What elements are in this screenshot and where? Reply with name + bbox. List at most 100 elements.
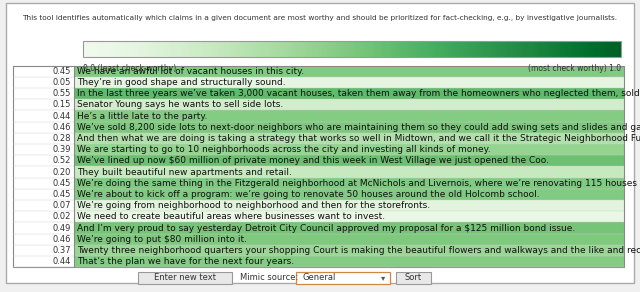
Bar [241,41,243,57]
Bar [129,41,132,57]
Bar [377,41,380,57]
Text: They built beautiful new apartments and retail.: They built beautiful new apartments and … [77,168,292,177]
Bar [13,77,74,88]
Text: 0.39: 0.39 [52,145,71,154]
Bar [432,41,435,57]
Text: We’re about to kick off a program: we’re going to renovate 50 houses around the : We’re about to kick off a program: we’re… [77,190,540,199]
Bar [440,41,443,57]
Bar [482,41,485,57]
Bar [83,41,86,57]
Bar [394,41,397,57]
Bar [234,41,237,57]
Text: 0.45: 0.45 [52,179,71,188]
Bar [524,41,527,57]
Bar [392,41,395,57]
Bar [526,41,529,57]
Bar [13,155,74,166]
Bar [104,41,107,57]
Bar [306,41,308,57]
Bar [600,41,602,57]
Bar [243,41,246,57]
Bar [329,41,332,57]
Bar [436,41,439,57]
Bar [589,41,592,57]
Bar [442,41,445,57]
Bar [491,41,493,57]
Bar [335,41,338,57]
Text: General: General [302,274,335,282]
Bar [511,41,515,57]
Bar [119,41,122,57]
Bar [577,41,579,57]
Text: We have an awful lot of vacant houses in this city.: We have an awful lot of vacant houses in… [77,67,304,76]
Bar [455,41,458,57]
Bar [155,41,157,57]
Bar [381,41,384,57]
Text: He’s a little late to the party.: He’s a little late to the party. [77,112,207,121]
Bar [255,41,258,57]
Bar [316,41,319,57]
Bar [131,41,134,57]
Bar [585,41,588,57]
Bar [289,41,292,57]
Bar [230,41,233,57]
Text: And I’m very proud to say yesterday Detroit City Council approved my proposal fo: And I’m very proud to say yesterday Detr… [77,223,575,232]
Bar [520,41,523,57]
Bar [308,41,310,57]
Text: 0.49: 0.49 [52,223,71,232]
FancyBboxPatch shape [6,3,634,283]
Bar [560,41,563,57]
Bar [13,223,74,234]
Bar [321,41,323,57]
Text: 0.55: 0.55 [52,89,71,98]
Bar [257,41,260,57]
Bar [115,41,118,57]
Bar [213,41,216,57]
Bar [220,41,223,57]
Bar [253,41,256,57]
Bar [608,41,611,57]
Bar [554,41,556,57]
Bar [262,41,264,57]
Bar [547,41,550,57]
Bar [581,41,584,57]
Bar [556,41,559,57]
Bar [127,41,130,57]
Bar [138,272,232,284]
Bar [74,245,624,256]
Bar [602,41,605,57]
Bar [472,41,474,57]
Bar [304,41,307,57]
Bar [413,41,415,57]
Bar [360,41,363,57]
Text: 0.07: 0.07 [52,201,71,210]
Bar [285,41,287,57]
Bar [205,41,208,57]
Text: We are starting to go to 10 neighborhoods across the city and investing all kind: We are starting to go to 10 neighborhood… [77,145,490,154]
Bar [549,41,552,57]
Bar [404,41,407,57]
Bar [74,88,624,99]
Bar [136,41,138,57]
Text: We’ve sold 8,200 side lots to next-door neighbors who are maintaining them so th: We’ve sold 8,200 side lots to next-door … [77,123,640,132]
Text: 0.52: 0.52 [52,156,71,165]
Text: 0.45: 0.45 [52,67,71,76]
Bar [396,272,431,284]
Bar [186,41,189,57]
Bar [415,41,418,57]
Bar [100,41,103,57]
Bar [388,41,390,57]
Text: 0.02: 0.02 [52,212,71,221]
Bar [312,41,315,57]
Bar [138,41,141,57]
Bar [74,200,624,211]
Bar [396,41,399,57]
Text: We need to create beautiful areas where businesses want to invest.: We need to create beautiful areas where … [77,212,385,221]
Bar [508,41,510,57]
Bar [424,41,426,57]
Bar [111,41,113,57]
Bar [417,41,420,57]
Bar [541,41,544,57]
Bar [314,41,317,57]
Bar [270,41,273,57]
